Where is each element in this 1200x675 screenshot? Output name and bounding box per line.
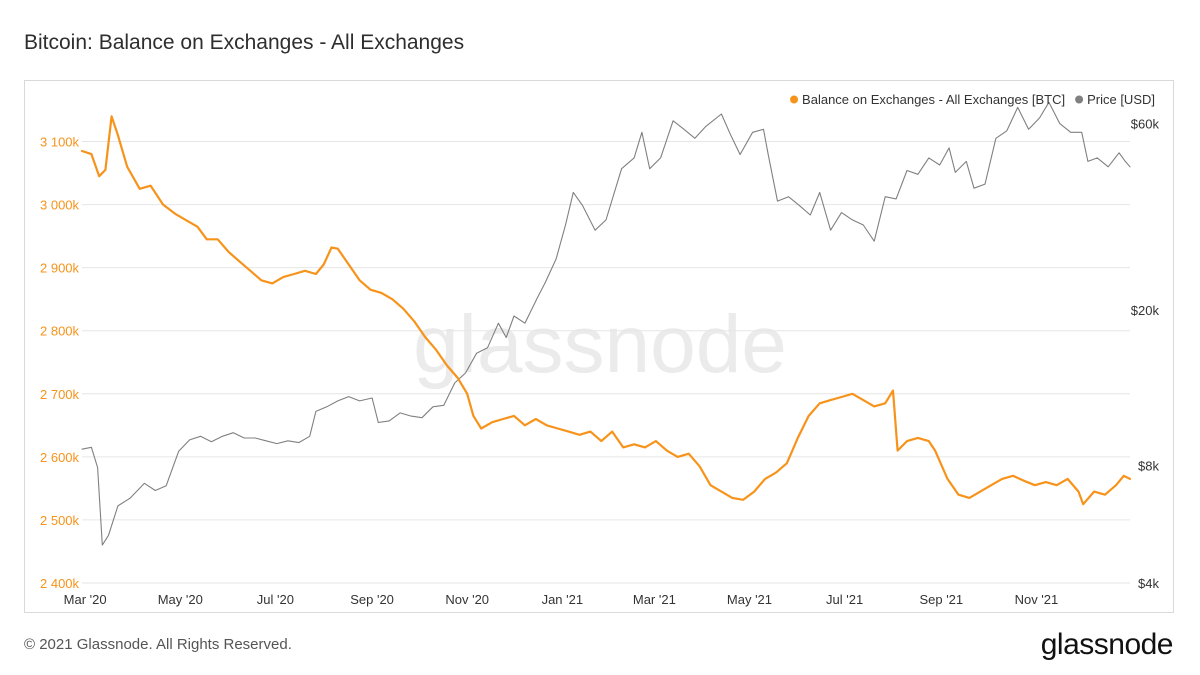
- price-series-line: [81, 101, 1131, 546]
- legend-marker-price: [1075, 95, 1084, 104]
- legend-label-price: Price [USD]: [1087, 92, 1155, 107]
- legend-marker-balance: [790, 95, 799, 104]
- copyright-text: © 2021 Glassnode. All Rights Reserved.: [24, 636, 292, 653]
- brand-logo: glassnode: [1040, 628, 1174, 661]
- x-tick-label: Mar '20: [64, 592, 107, 607]
- watermark-text: glassnode: [413, 299, 787, 390]
- chart-panel: [24, 80, 1174, 613]
- y-left-tick-label: 2 800k: [40, 324, 80, 339]
- page-title: Bitcoin: Balance on Exchanges - All Exch…: [24, 31, 465, 54]
- x-tick-label: May '20: [158, 592, 203, 607]
- y-right-tick-label: $4k: [1138, 576, 1159, 591]
- x-tick-label: May '21: [727, 592, 772, 607]
- y-left-tick-label: 3 000k: [40, 198, 80, 213]
- y-left-tick-label: 2 500k: [40, 513, 80, 528]
- balance-series-line: [80, 115, 1132, 506]
- y-left-tick-label: 3 100k: [40, 135, 80, 150]
- legend-label-balance: Balance on Exchanges - All Exchanges [BT…: [802, 92, 1065, 107]
- y-right-tick-label: $20k: [1131, 303, 1160, 318]
- x-tick-label: Nov '20: [445, 592, 489, 607]
- x-tick-label: Jul '21: [826, 592, 863, 607]
- y-right-tick-label: $8k: [1138, 458, 1159, 473]
- x-tick-label: Sep '21: [919, 592, 963, 607]
- x-tick-label: Jul '20: [257, 592, 294, 607]
- x-tick-label: Sep '20: [350, 592, 394, 607]
- x-tick-label: Nov '21: [1015, 592, 1059, 607]
- y-left-tick-label: 2 700k: [40, 387, 80, 402]
- y-left-tick-label: 2 900k: [40, 261, 80, 276]
- y-left-tick-label: 2 400k: [40, 576, 80, 591]
- y-right-tick-label: $60k: [1131, 117, 1160, 132]
- y-left-tick-label: 2 600k: [40, 450, 80, 465]
- x-tick-label: Mar '21: [633, 592, 676, 607]
- x-tick-label: Jan '21: [542, 592, 584, 607]
